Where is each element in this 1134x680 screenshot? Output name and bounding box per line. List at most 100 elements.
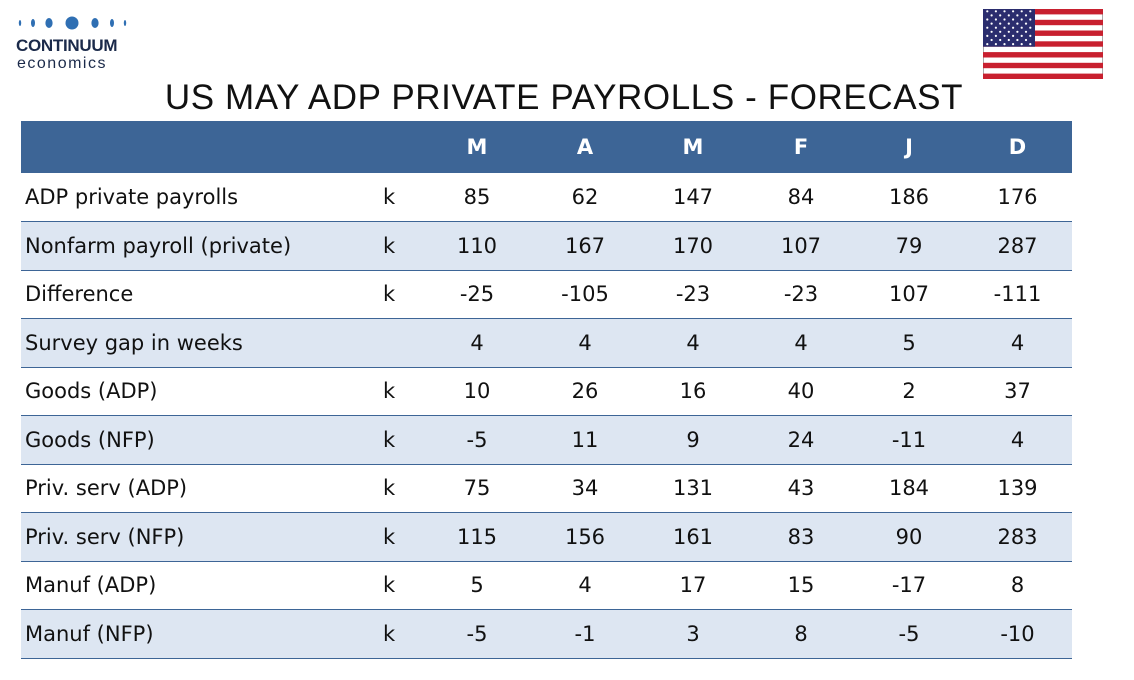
value-cell: 24: [747, 415, 855, 465]
row-label: Goods (NFP): [21, 415, 381, 465]
value-cell: 79: [855, 221, 963, 271]
table-row: Manuf (NFP) k -5 -1 3 8 -5 -10: [21, 609, 1072, 659]
value-cell: 283: [963, 512, 1072, 562]
row-label: Priv. serv (NFP): [21, 512, 381, 562]
value-cell: 11: [531, 415, 639, 465]
table-row: Priv. serv (NFP) k 115 156 161 83 90 283: [21, 512, 1072, 562]
value-cell: 2: [855, 367, 963, 416]
row-label: Priv. serv (ADP): [21, 464, 381, 513]
column-header: F: [747, 121, 855, 173]
table-header-row: M A M F J D: [21, 121, 1072, 173]
column-header: M: [423, 121, 531, 173]
table-row: Survey gap in weeks 4 4 4 4 5 4: [21, 318, 1072, 368]
value-cell: 90: [855, 512, 963, 562]
table-row: Nonfarm payroll (private) k 110 167 170 107 79…: [21, 221, 1072, 271]
value-cell: -105: [531, 270, 639, 319]
value-cell: 147: [639, 173, 747, 222]
row-unit: k: [381, 270, 423, 319]
value-cell: 43: [747, 464, 855, 513]
row-label: Survey gap in weeks: [21, 318, 381, 368]
value-cell: -10: [963, 609, 1072, 659]
column-header: J: [855, 121, 963, 173]
row-unit: k: [381, 367, 423, 416]
table-row: Goods (ADP) k 10 26 16 40 2 37: [21, 367, 1072, 416]
row-label: Difference: [21, 270, 381, 319]
value-cell: -23: [747, 270, 855, 319]
header-unit-cell: [381, 121, 423, 173]
value-cell: 85: [423, 173, 531, 222]
row-unit: [381, 318, 423, 368]
value-cell: 4: [963, 318, 1072, 368]
value-cell: 15: [747, 561, 855, 610]
value-cell: 10: [423, 367, 531, 416]
value-cell: -23: [639, 270, 747, 319]
value-cell: -5: [423, 415, 531, 465]
value-cell: 17: [639, 561, 747, 610]
value-cell: 75: [423, 464, 531, 513]
value-cell: 139: [963, 464, 1072, 513]
value-cell: 107: [855, 270, 963, 319]
value-cell: 37: [963, 367, 1072, 416]
value-cell: 83: [747, 512, 855, 562]
row-label: Manuf (ADP): [21, 561, 381, 610]
value-cell: 8: [963, 561, 1072, 610]
logo-dots-icon: [18, 16, 127, 30]
value-cell: -11: [855, 415, 963, 465]
value-cell: -17: [855, 561, 963, 610]
value-cell: 4: [423, 318, 531, 368]
value-cell: 156: [531, 512, 639, 562]
brand-sub: economics: [17, 55, 107, 72]
row-label: ADP private payrolls: [21, 173, 381, 222]
value-cell: 131: [639, 464, 747, 513]
value-cell: 161: [639, 512, 747, 562]
value-cell: 4: [531, 318, 639, 368]
value-cell: 3: [639, 609, 747, 659]
row-unit: k: [381, 464, 423, 513]
value-cell: 110: [423, 221, 531, 271]
row-label: Manuf (NFP): [21, 609, 381, 659]
row-unit: k: [381, 173, 423, 222]
value-cell: 9: [639, 415, 747, 465]
value-cell: 287: [963, 221, 1072, 271]
table-row: Difference k -25 -105 -23 -23 107 -111: [21, 270, 1072, 319]
column-header: D: [963, 121, 1072, 173]
header-label-cell: [21, 121, 381, 173]
value-cell: 40: [747, 367, 855, 416]
value-cell: 5: [855, 318, 963, 368]
payrolls-table: M A M F J D ADP private payrolls k 85 62 147…: [21, 121, 1072, 659]
table-row: Goods (NFP) k -5 11 9 24 -11 4: [21, 415, 1072, 465]
page-title: US MAY ADP PRIVATE PAYROLLS - FORECAST: [164, 78, 964, 117]
value-cell: 4: [639, 318, 747, 368]
value-cell: -25: [423, 270, 531, 319]
value-cell: -5: [423, 609, 531, 659]
table-row: Manuf (ADP) k 5 4 17 15 -17 8: [21, 561, 1072, 610]
value-cell: 107: [747, 221, 855, 271]
row-label: Nonfarm payroll (private): [21, 221, 381, 271]
value-cell: 4: [963, 415, 1072, 465]
value-cell: 8: [747, 609, 855, 659]
value-cell: 115: [423, 512, 531, 562]
column-header: A: [531, 121, 639, 173]
value-cell: 176: [963, 173, 1072, 222]
column-header: M: [639, 121, 747, 173]
value-cell: 62: [531, 173, 639, 222]
row-unit: k: [381, 415, 423, 465]
value-cell: -5: [855, 609, 963, 659]
value-cell: 84: [747, 173, 855, 222]
row-label: Goods (ADP): [21, 367, 381, 416]
table-row: Priv. serv (ADP) k 75 34 131 43 184 139: [21, 464, 1072, 513]
value-cell: 16: [639, 367, 747, 416]
brand-logo: CONTINUUM economics: [14, 14, 154, 76]
row-unit: k: [381, 221, 423, 271]
us-flag-icon: [983, 9, 1103, 79]
row-unit: k: [381, 512, 423, 562]
value-cell: 26: [531, 367, 639, 416]
value-cell: -1: [531, 609, 639, 659]
value-cell: 4: [747, 318, 855, 368]
value-cell: 186: [855, 173, 963, 222]
value-cell: 5: [423, 561, 531, 610]
value-cell: -111: [963, 270, 1072, 319]
value-cell: 167: [531, 221, 639, 271]
value-cell: 184: [855, 464, 963, 513]
value-cell: 170: [639, 221, 747, 271]
